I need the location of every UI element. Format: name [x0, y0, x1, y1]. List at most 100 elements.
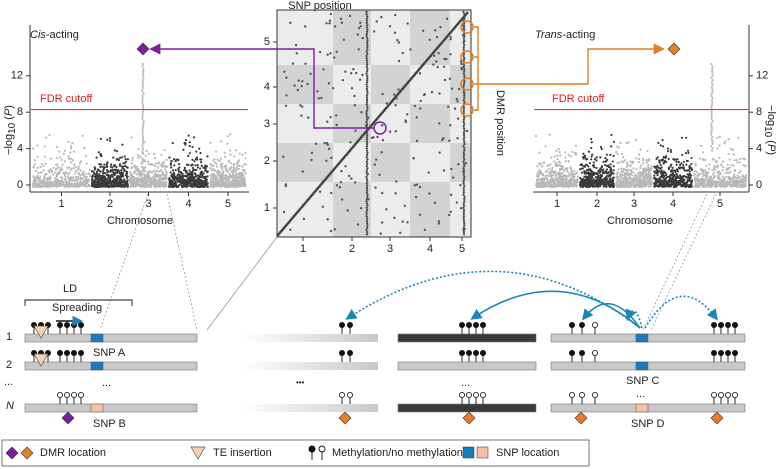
snp-point — [113, 184, 116, 187]
snp-point — [196, 163, 199, 167]
snp-point — [125, 170, 128, 173]
trans-col-point — [462, 125, 465, 128]
snp-point — [548, 171, 551, 174]
snp-point — [153, 156, 157, 160]
y-tick-label: 1 — [264, 202, 270, 214]
snp-point — [534, 134, 538, 138]
noise-point — [450, 87, 454, 90]
snp-point — [99, 170, 102, 173]
snp-point — [612, 165, 615, 168]
snp-point — [690, 180, 693, 183]
peak-point — [711, 140, 714, 143]
snp-point — [547, 174, 550, 178]
snp-point — [229, 174, 233, 177]
snp-point — [184, 174, 187, 177]
snp-point — [95, 172, 99, 175]
checker-cell — [277, 104, 333, 143]
snp-point — [212, 164, 215, 167]
noise-point — [284, 183, 288, 186]
snp-point — [188, 141, 191, 144]
snp-point — [55, 181, 59, 184]
snp-point — [233, 155, 236, 158]
cis-col-point — [366, 226, 369, 229]
snp-point — [178, 177, 181, 180]
snp-point — [152, 178, 155, 181]
snp-point — [172, 171, 176, 175]
snp-point — [654, 172, 657, 175]
snp-point — [159, 177, 162, 181]
noise-point — [347, 174, 351, 178]
snp-point — [561, 177, 564, 180]
cis-col-point — [365, 98, 369, 102]
snp-point — [71, 141, 74, 145]
snp-point — [98, 174, 102, 178]
snp-point — [721, 169, 724, 172]
peak-point — [710, 101, 714, 104]
trans-col-point — [463, 222, 466, 225]
snp-point — [686, 149, 690, 152]
snp-point — [195, 156, 199, 159]
snp-point — [742, 163, 745, 167]
snp-point — [556, 183, 559, 186]
snp-point — [203, 183, 206, 186]
snp-point — [67, 185, 71, 188]
snp-point — [31, 184, 35, 188]
snp-point — [631, 180, 634, 184]
snp-point — [50, 182, 53, 185]
snp-point — [620, 167, 623, 170]
trans-col-point — [462, 145, 465, 148]
snp-point — [612, 185, 615, 188]
peak-point — [141, 138, 145, 141]
trans-col-point — [463, 15, 466, 18]
snp-point — [91, 180, 94, 183]
snp-point — [570, 172, 573, 175]
snp-point — [155, 185, 158, 188]
cis-col-point — [366, 63, 369, 66]
cis-col-point — [366, 15, 369, 18]
snp-point — [561, 172, 564, 175]
snp-point — [224, 164, 228, 167]
noise-point — [457, 163, 460, 166]
snp-point — [131, 179, 134, 183]
peak-point — [141, 94, 144, 98]
snp-point — [656, 174, 659, 177]
snp-point — [599, 174, 602, 177]
snp-point — [593, 158, 596, 161]
snp-point — [662, 184, 665, 187]
snp-point — [108, 185, 111, 188]
snp-point — [623, 171, 626, 175]
noise-point — [291, 62, 295, 65]
y-tick-label: 12 — [11, 70, 23, 82]
snp-point — [220, 183, 223, 186]
noise-point — [374, 158, 378, 161]
peak-point — [711, 74, 714, 77]
snp-point — [635, 184, 638, 188]
x-tick-label: 5 — [459, 243, 465, 255]
snp-point — [220, 166, 224, 169]
snp-point — [640, 185, 643, 188]
snp-point — [195, 150, 198, 153]
trans-circle — [460, 50, 474, 64]
snp-point — [681, 179, 684, 182]
snp-point — [200, 161, 203, 164]
noise-point — [356, 33, 359, 36]
snp-point — [592, 178, 595, 181]
snp-point — [675, 163, 678, 166]
snp-point — [226, 135, 229, 138]
snp-point — [704, 169, 707, 172]
snp-point — [80, 176, 83, 180]
snp-point — [675, 183, 678, 186]
snp-point — [724, 181, 728, 184]
snp-point — [181, 175, 185, 178]
snp-point — [589, 172, 592, 175]
snp-point — [32, 166, 36, 169]
snp-point — [60, 168, 64, 171]
snp-point — [230, 184, 233, 187]
snp-point — [677, 176, 680, 179]
snp-point — [676, 180, 679, 183]
snp-point — [727, 172, 730, 175]
snp-point — [93, 175, 96, 178]
snp-point — [653, 170, 656, 173]
trans-col-point — [463, 200, 466, 203]
snp-point — [232, 179, 235, 183]
